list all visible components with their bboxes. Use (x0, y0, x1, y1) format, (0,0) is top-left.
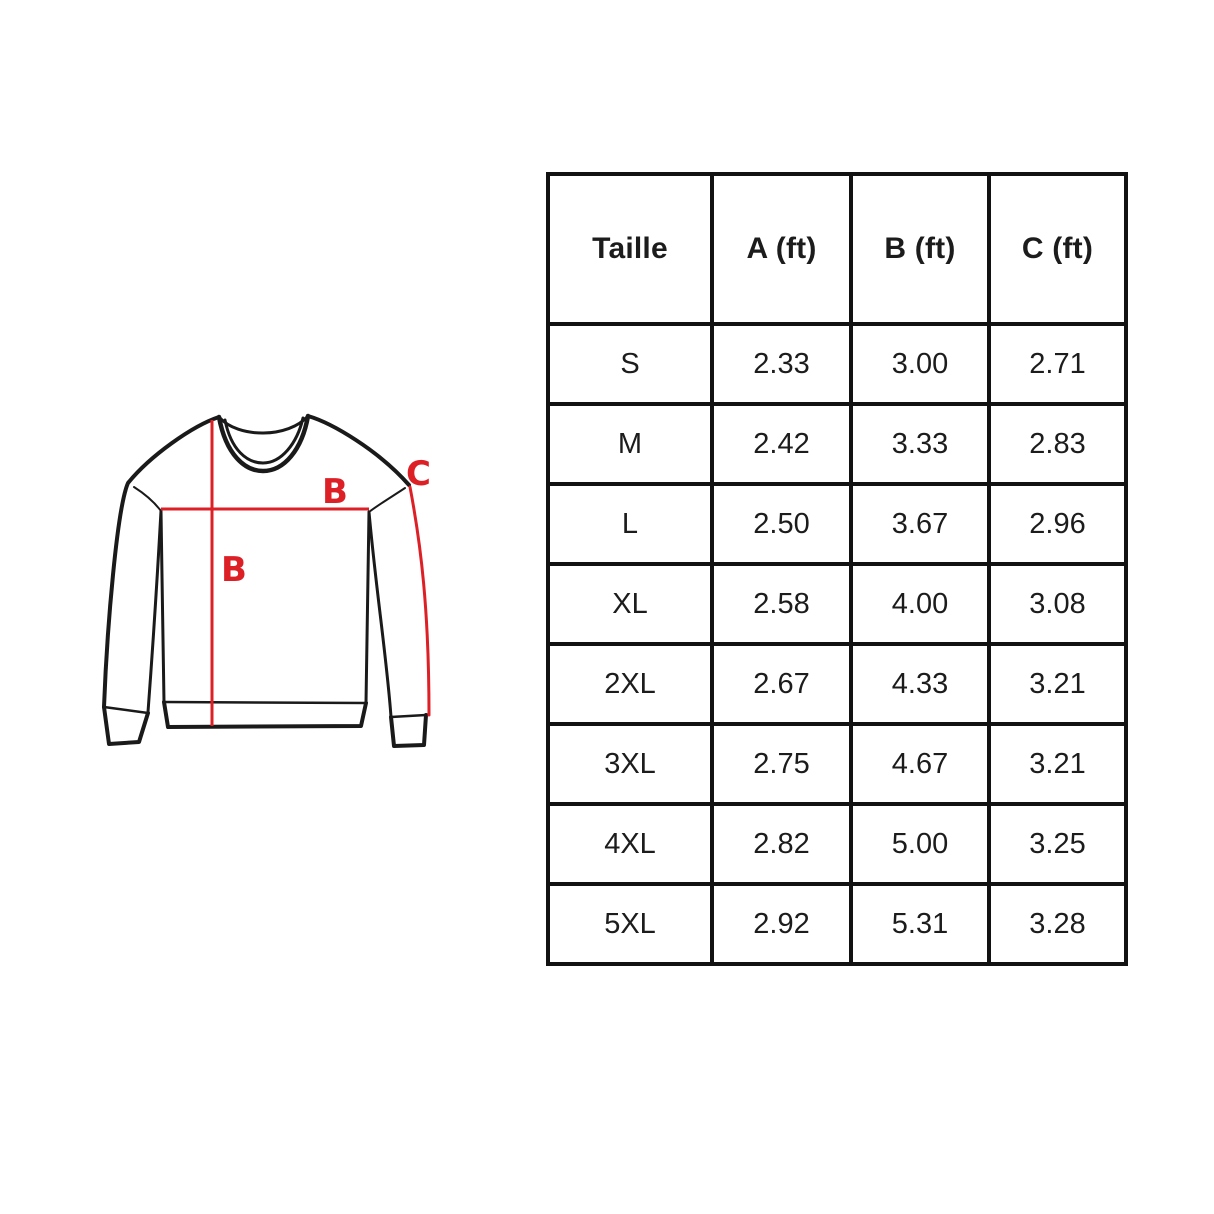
value-cell: 2.92 (710, 882, 853, 966)
value-cell: 3.25 (987, 802, 1128, 886)
value-cell: 4.00 (849, 562, 991, 646)
collar (216, 413, 311, 474)
size-cell: 4XL (546, 802, 714, 886)
value-cell: 3.33 (849, 402, 991, 486)
value-cell: 3.67 (849, 482, 991, 566)
column-header-c: C (ft) (987, 172, 1128, 326)
value-cell: 3.28 (987, 882, 1128, 966)
value-cell: 2.75 (710, 722, 853, 806)
size-cell: 2XL (546, 642, 714, 726)
value-cell: 2.83 (987, 402, 1128, 486)
size-cell: XL (546, 562, 714, 646)
sweatshirt-diagram: B B C (80, 393, 450, 765)
column-header-b: B (ft) (849, 172, 991, 326)
value-cell: 2.50 (710, 482, 853, 566)
column-header-size: Taille (546, 172, 714, 326)
value-cell: 3.21 (987, 642, 1128, 726)
value-cell: 2.58 (710, 562, 853, 646)
header-row: Taille A (ft) B (ft) C (ft) (546, 172, 1128, 326)
value-cell: 4.33 (849, 642, 991, 726)
value-cell: 2.96 (987, 482, 1128, 566)
label-length: B (221, 550, 247, 590)
label-chest: B (322, 472, 348, 512)
table-row: L 2.50 3.67 2.96 (546, 482, 1128, 566)
sweatshirt-diagram-svg: B B C (102, 413, 431, 748)
value-cell: 2.82 (710, 802, 853, 886)
size-cell: M (546, 402, 714, 486)
table-row: 2XL 2.67 4.33 3.21 (546, 642, 1128, 726)
value-cell: 3.21 (987, 722, 1128, 806)
label-sleeve: C (406, 454, 431, 494)
table-row: S 2.33 3.00 2.71 (546, 322, 1128, 406)
value-cell: 3.00 (849, 322, 991, 406)
column-header-a: A (ft) (710, 172, 853, 326)
table-row: 4XL 2.82 5.00 3.25 (546, 802, 1128, 886)
value-cell: 2.67 (710, 642, 853, 726)
measure-line-sleeve (408, 485, 431, 717)
table-row: 3XL 2.75 4.67 3.21 (546, 722, 1128, 806)
size-table: Taille A (ft) B (ft) C (ft) S 2.33 3.00 2.7… (546, 172, 1128, 966)
value-cell: 4.67 (849, 722, 991, 806)
size-cell: 3XL (546, 722, 714, 806)
table-row: M 2.42 3.33 2.83 (546, 402, 1128, 486)
value-cell: 2.71 (987, 322, 1128, 406)
size-table-body: S 2.33 3.00 2.71 M 2.42 3.33 2.83 L 2.50 3.67 2.96 X… (546, 322, 1128, 966)
size-cell: L (546, 482, 714, 566)
value-cell: 2.33 (710, 322, 853, 406)
value-cell: 5.00 (849, 802, 991, 886)
size-cell: 5XL (546, 882, 714, 966)
value-cell: 2.42 (710, 402, 853, 486)
sweatshirt-outline (102, 414, 428, 748)
table-row: XL 2.58 4.00 3.08 (546, 562, 1128, 646)
value-cell: 3.08 (987, 562, 1128, 646)
value-cell: 5.31 (849, 882, 991, 966)
size-table-header: Taille A (ft) B (ft) C (ft) (546, 172, 1128, 326)
table-row: 5XL 2.92 5.31 3.28 (546, 882, 1128, 966)
size-cell: S (546, 322, 714, 406)
